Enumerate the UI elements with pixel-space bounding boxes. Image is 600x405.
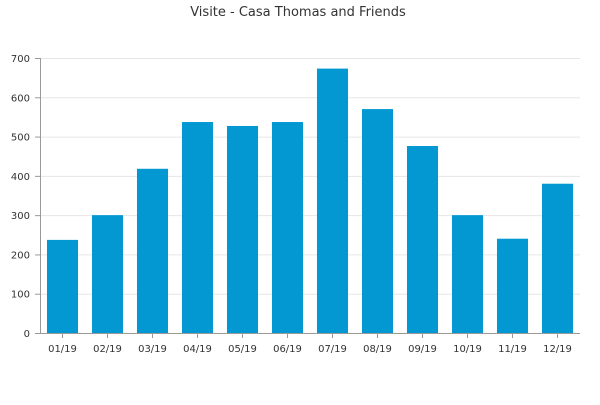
x-tick-label: 06/19 bbox=[273, 344, 302, 355]
y-tick-label: 600 bbox=[11, 93, 30, 104]
x-tick-label: 05/19 bbox=[228, 344, 257, 355]
x-tick-label: 09/19 bbox=[408, 344, 437, 355]
x-tick-label: 03/19 bbox=[138, 344, 167, 355]
y-tick-label: 200 bbox=[11, 250, 30, 261]
bar bbox=[226, 125, 259, 333]
y-tick-label: 0 bbox=[24, 329, 30, 340]
bar bbox=[451, 215, 484, 333]
x-tick-label: 04/19 bbox=[183, 344, 212, 355]
y-tick-label: 100 bbox=[11, 290, 30, 301]
x-tick-labels: 01/19 02/19 03/19 04/19 05/19 06/19 07/19 08/19… bbox=[48, 344, 572, 355]
bar bbox=[91, 215, 124, 333]
bar bbox=[46, 239, 79, 333]
bar bbox=[496, 238, 529, 333]
y-tick-label: 400 bbox=[11, 172, 30, 183]
x-tick-label: 11/19 bbox=[498, 344, 527, 355]
x-tick-label: 12/19 bbox=[543, 344, 572, 355]
x-tick-label: 02/19 bbox=[93, 344, 122, 355]
bar bbox=[136, 168, 169, 333]
bar bbox=[541, 183, 574, 333]
bar bbox=[406, 146, 439, 333]
x-tick-label: 07/19 bbox=[318, 344, 347, 355]
gridlines bbox=[40, 58, 580, 295]
y-tick-label: 500 bbox=[11, 133, 30, 144]
y-tick-label: 700 bbox=[11, 54, 30, 65]
y-tick-label: 300 bbox=[11, 211, 30, 222]
bar bbox=[361, 109, 394, 333]
x-tick-label: 10/19 bbox=[453, 344, 482, 355]
bar bbox=[181, 122, 214, 334]
bar bbox=[316, 68, 349, 333]
bar bbox=[271, 122, 304, 334]
bars bbox=[46, 68, 574, 334]
chart-title: Visite - Casa Thomas and Friends bbox=[190, 5, 406, 20]
y-tick-labels: 0 100 200 300 400 500 600 700 bbox=[11, 54, 30, 340]
axes bbox=[35, 58, 580, 338]
x-tick-label: 08/19 bbox=[363, 344, 392, 355]
x-tick-label: 01/19 bbox=[48, 344, 77, 355]
